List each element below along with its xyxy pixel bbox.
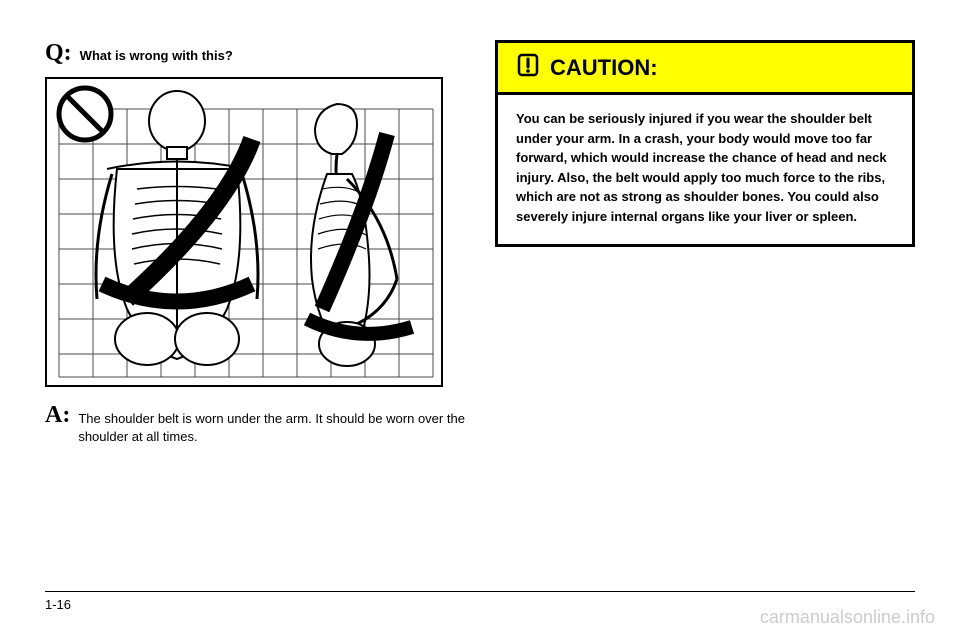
caution-header: CAUTION: bbox=[498, 43, 912, 95]
page-content: Q: What is wrong with this? bbox=[45, 40, 915, 456]
caution-box: CAUTION: You can be seriously injured if… bbox=[495, 40, 915, 247]
watermark: carmanualsonline.info bbox=[760, 607, 935, 628]
question-text: What is wrong with this? bbox=[80, 40, 233, 65]
caution-body: You can be seriously injured if you wear… bbox=[498, 95, 912, 244]
answer-text: The shoulder belt is worn under the arm.… bbox=[78, 402, 465, 446]
caution-title: CAUTION: bbox=[550, 55, 658, 81]
page-number: 1-16 bbox=[45, 597, 71, 612]
answer-letter: A: bbox=[45, 402, 70, 429]
illustration-svg bbox=[47, 79, 443, 387]
question-block: Q: What is wrong with this? bbox=[45, 40, 465, 67]
question-letter: Q: bbox=[45, 40, 72, 67]
seatbelt-illustration bbox=[45, 77, 443, 387]
right-column: CAUTION: You can be seriously injured if… bbox=[495, 40, 915, 456]
warning-icon bbox=[516, 53, 540, 82]
answer-block: A: The shoulder belt is worn under the a… bbox=[45, 402, 465, 446]
footer-divider bbox=[45, 591, 915, 592]
left-column: Q: What is wrong with this? bbox=[45, 40, 465, 456]
